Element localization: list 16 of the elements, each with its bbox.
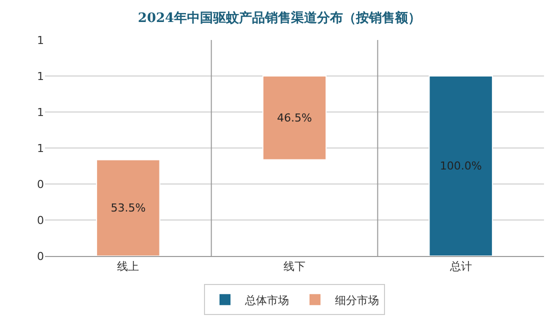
chart-title: 2024年中国驱蚊产品销售渠道分布（按销售额） [138, 10, 422, 26]
y-tick-label: 1 [37, 106, 44, 119]
y-tick-label: 0 [37, 178, 44, 191]
data-label: 46.5% [277, 111, 312, 124]
y-tick-label: 0 [37, 250, 44, 263]
x-tick-label: 线下 [284, 260, 306, 274]
legend-label: 细分市场 [335, 294, 379, 307]
y-tick-label: 1 [37, 34, 44, 47]
x-tick-label: 线上 [117, 260, 140, 274]
data-label: 53.5% [110, 201, 146, 214]
y-tick-label: 1 [37, 70, 44, 83]
data-label: 100.0% [440, 160, 482, 172]
y-tick-label: 1 [37, 142, 44, 155]
y-tick-label: 0 [37, 214, 44, 227]
legend-label: 总体市场 [244, 294, 289, 307]
x-tick-label: 总计 [448, 260, 472, 274]
